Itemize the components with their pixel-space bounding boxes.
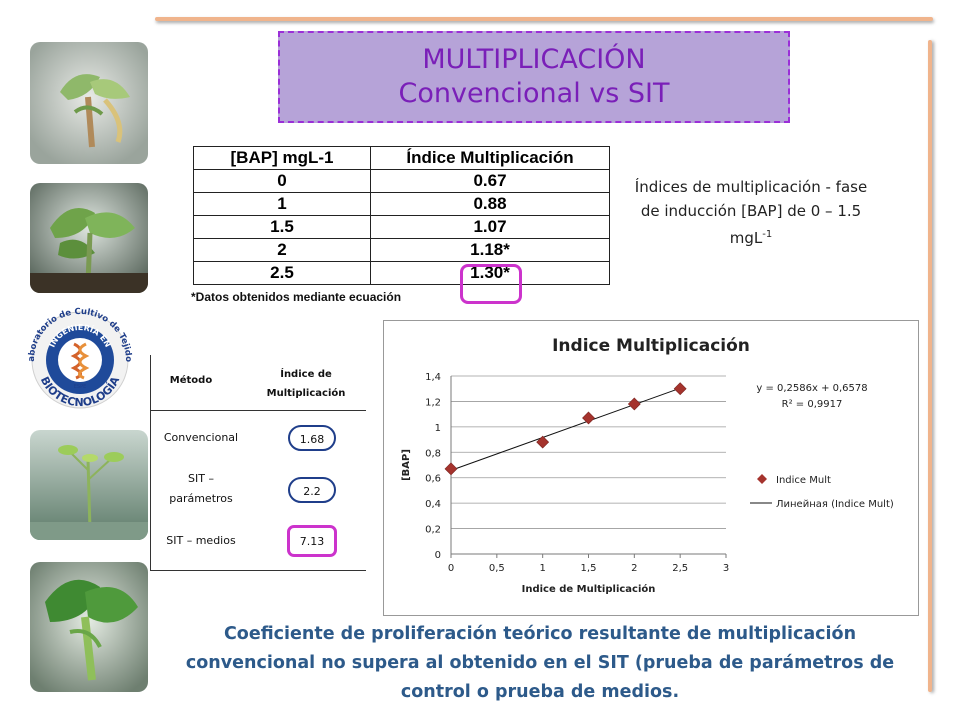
method-table-header: Método Índice de Multiplicación (151, 355, 366, 411)
table-cell: 0.88 (370, 192, 610, 216)
data-point (582, 411, 595, 425)
y-tick-label: 0 (435, 550, 441, 561)
data-point (536, 435, 550, 449)
method-header: Método (169, 375, 213, 386)
plant-photo-4 (30, 562, 148, 692)
method-name-sit-parametros: SIT – parámetros (169, 472, 233, 505)
x-tick-label: 2 (631, 563, 637, 574)
trend-r-squared: R² = 0,9917 (782, 399, 843, 410)
table-header-index: Índice Multiplicación (370, 146, 610, 170)
legend-series-label: Indice Mult (776, 475, 831, 486)
y-tick-label: 1,4 (425, 372, 441, 383)
x-tick-label: 0,5 (489, 563, 505, 574)
method-name-sit-medios: SIT – medios (166, 534, 236, 547)
trendline (450, 387, 681, 471)
side-caption-superscript: -1 (762, 229, 773, 240)
table-header-bap: [BAP] mgL-1 (193, 146, 371, 170)
table-cell: 1 (193, 192, 371, 216)
top-divider (155, 17, 933, 21)
conclusion-text: Coeficiente de proliferación teórico res… (185, 624, 895, 702)
side-caption: Índices de multiplicación - fase de indu… (626, 175, 876, 250)
scatter-chart: Indice Multiplicación 0 0,2 0,4 0,6 0,8 1 1,2 1,… (401, 336, 894, 595)
data-point (627, 397, 641, 411)
table-row: 0 0.67 (193, 169, 610, 193)
method-value-convencional: 1.68 (288, 425, 336, 451)
logo-small-text: ESPE (74, 384, 87, 390)
y-tick-label: 1 (435, 423, 441, 434)
table-row: 2.5 1.30* (193, 261, 610, 285)
y-tick-label: 0,6 (425, 474, 441, 485)
plant-photo-1 (30, 42, 148, 164)
x-tick-label: 0 (448, 563, 454, 574)
table-cell: 1.5 (193, 215, 371, 239)
plant-photo-2 (30, 183, 148, 293)
y-tick-label: 1,2 (425, 397, 441, 408)
method-comparison-table: Método Índice de Multiplicación Convenci… (150, 355, 366, 571)
y-axis-label: [BAP] (401, 449, 412, 481)
legend-marker (757, 474, 767, 484)
table-cell: 1.30* (370, 261, 610, 285)
x-axis-label: Indice de Multiplicación (522, 583, 656, 595)
biotechnology-lab-logo: Laboratorio de Cultivo de Tejidos INGENI… (17, 291, 140, 416)
chart-title: Indice Multiplicación (552, 336, 750, 356)
method-value-sit-parametros: 2.2 (288, 477, 336, 503)
y-tick-label: 0,2 (425, 525, 441, 536)
title-line-2: Convencional vs SIT (398, 78, 670, 109)
table-cell: 1.07 (370, 215, 610, 239)
method-value-sit-medios: 7.13 (287, 525, 337, 557)
method-name-convencional: Convencional (163, 431, 239, 444)
x-tick-label: 3 (723, 563, 729, 574)
table-row: 2 1.18* (193, 238, 610, 262)
y-tick-label: 0,8 (425, 448, 441, 459)
table-row: 1 0.88 (193, 192, 610, 216)
highlight-box-bap (460, 264, 522, 304)
chart-panel: Indice Multiplicación 0 0,2 0,4 0,6 0,8 1 1,2 1,… (383, 320, 919, 616)
data-point (673, 382, 687, 396)
table-cell: 0.67 (370, 169, 610, 193)
table-cell: 0 (193, 169, 371, 193)
title-banner: MULTIPLICACIÓN Convencional vs SIT (278, 31, 790, 123)
bap-index-table: [BAP] mgL-1 Índice Multiplicación 0 0.67 … (193, 146, 610, 285)
x-tick-label: 2,5 (672, 563, 688, 574)
table-row: 1.5 1.07 (193, 215, 610, 239)
trend-equation: y = 0,2586x + 0,6578 (756, 383, 867, 394)
side-caption-text: Índices de multiplicación - fase de indu… (634, 178, 868, 247)
plant-photo-3 (30, 430, 148, 540)
x-tick-label: 1 (539, 563, 545, 574)
table-cell: 1.18* (370, 238, 610, 262)
title-line-1: MULTIPLICACIÓN (422, 44, 646, 75)
table-header-row: [BAP] mgL-1 Índice Multiplicación (193, 146, 610, 170)
right-divider (928, 40, 932, 692)
table-cell: 2.5 (193, 261, 371, 285)
data-point (444, 462, 458, 476)
index-header: Índice de Multiplicación (266, 369, 346, 399)
x-tick-label: 1,5 (581, 563, 597, 574)
legend-trendline-label: Линейная (Indice Mult) (776, 499, 894, 510)
table-footnote: *Datos obtenidos mediante ecuación (191, 290, 402, 304)
table-cell: 2 (193, 238, 371, 262)
y-tick-label: 0,4 (425, 499, 441, 510)
